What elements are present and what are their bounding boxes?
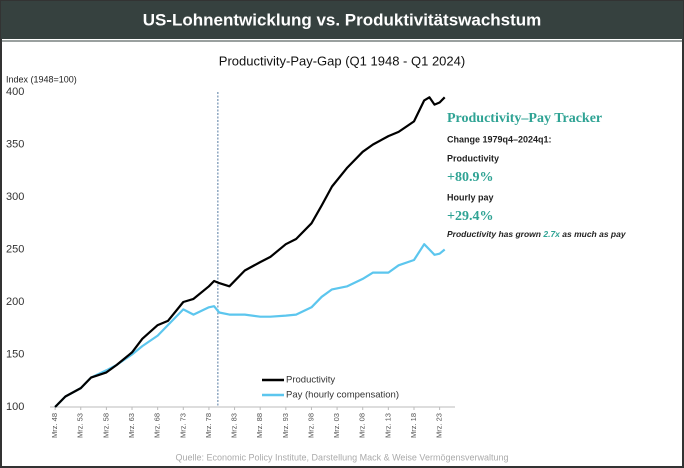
note-part: 2.7x <box>542 229 561 239</box>
x-tick-label: Mrz. 73 <box>178 413 187 438</box>
header: US-Lohnentwicklung vs. Produktivitätswac… <box>143 10 542 29</box>
source: Quelle: Economic Policy Institute, Darst… <box>176 452 509 462</box>
x-tick-label: Mrz. 98 <box>306 413 315 438</box>
x-tick-label: Mrz. 23 <box>435 413 444 438</box>
x-tick-label: Mrz. 68 <box>153 413 162 438</box>
header-bar <box>1 1 683 39</box>
note-part: Productivity has grown <box>447 229 543 239</box>
tracker-note: Productivity has grown 2.7x as much as p… <box>447 229 627 239</box>
x-tick-label: Mrz. 08 <box>358 413 367 438</box>
tracker-title: Productivity–Pay Tracker <box>447 111 602 126</box>
tracker-value: +29.4% <box>447 209 493 224</box>
x-tick-label: Mrz. 03 <box>332 413 341 438</box>
x-tick-label: Mrz. 58 <box>101 413 110 438</box>
note-part: as much as pay <box>560 229 627 239</box>
y-tick-label: 100 <box>6 401 24 413</box>
tracker-label: Productivity <box>447 153 499 163</box>
y-tick-label: 250 <box>6 243 24 255</box>
tracker-label: Hourly pay <box>447 192 494 202</box>
x-tick-label: Mrz. 83 <box>230 413 239 438</box>
y-tick-label: 300 <box>6 191 24 203</box>
tracker: Productivity–Pay Tracker Change 1979q4–2… <box>447 111 627 239</box>
x-tick-label: Mrz. 88 <box>255 413 264 438</box>
y-tick-label: 350 <box>6 138 24 150</box>
x-tick-label: Mrz. 93 <box>281 413 290 438</box>
legend-label: Productivity <box>286 375 335 386</box>
x-tick-label: Mrz. 53 <box>76 413 85 438</box>
legend-label: Pay (hourly compensation) <box>286 390 399 401</box>
x-tick-label: Mrz. 48 <box>50 413 59 438</box>
y-tick-label: 400 <box>6 86 24 98</box>
tracker-value: +80.9% <box>447 170 493 185</box>
chart-title: Productivity-Pay-Gap (Q1 1948 - Q1 2024) <box>219 53 465 68</box>
x-tick-label: Mrz. 78 <box>204 413 213 438</box>
tracker-change: Change 1979q4–2024q1: <box>447 134 552 144</box>
x-tick-label: Mrz. 18 <box>409 413 418 438</box>
y-tick-label: 150 <box>6 348 24 360</box>
y-tick-label: 200 <box>6 296 24 308</box>
x-tick-label: Mrz. 63 <box>127 413 136 438</box>
y-axis-label: Index (1948=100) <box>6 74 77 84</box>
x-tick-label: Mrz. 13 <box>383 413 392 438</box>
series-line <box>54 96 446 408</box>
